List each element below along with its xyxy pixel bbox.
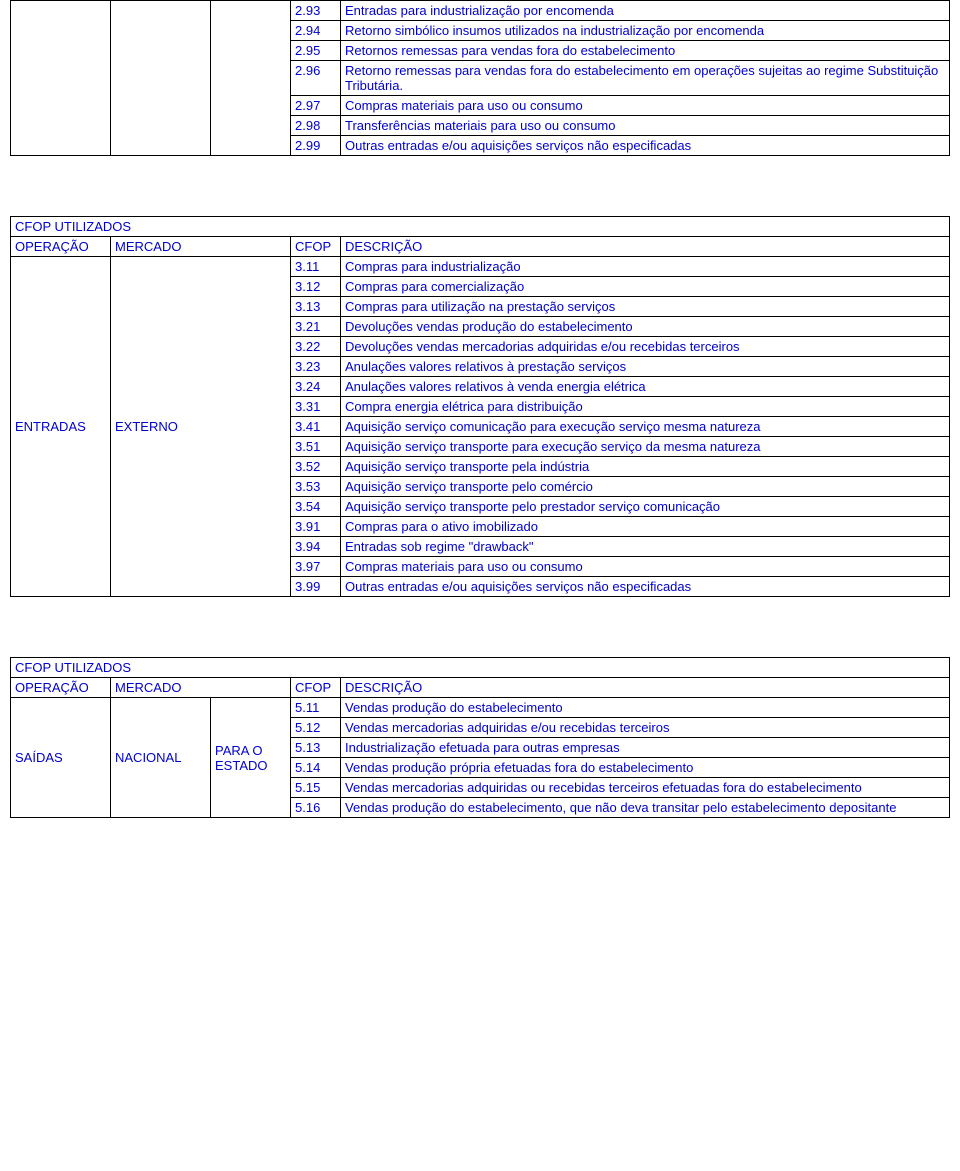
cell-desc: Aquisição serviço transporte para execuç…: [341, 437, 950, 457]
cell-mercado: NACIONAL: [111, 698, 211, 818]
cell-operacao: ENTRADAS: [11, 257, 111, 597]
cell-desc: Compras materiais para uso ou consumo: [341, 96, 950, 116]
cell-cfop: 3.13: [291, 297, 341, 317]
cell-cfop: 5.15: [291, 778, 341, 798]
cell-cfop: 5.12: [291, 718, 341, 738]
cell-cfop: 3.52: [291, 457, 341, 477]
cell-desc: Compras para utilização na prestação ser…: [341, 297, 950, 317]
cell-cfop: 5.16: [291, 798, 341, 818]
cell-cfop: 3.97: [291, 557, 341, 577]
cell-operacao: SAÍDAS: [11, 698, 111, 818]
cell-cfop: 2.93: [291, 1, 341, 21]
cell-cfop: 3.11: [291, 257, 341, 277]
header-mercado: MERCADO: [111, 678, 291, 698]
cell-desc: Outras entradas e/ou aquisições serviços…: [341, 136, 950, 156]
cell-desc: Vendas mercadorias adquiridas ou recebid…: [341, 778, 950, 798]
cell-cfop: 2.96: [291, 61, 341, 96]
header-cfop: CFOP: [291, 237, 341, 257]
cell-desc: Aquisição serviço comunicação para execu…: [341, 417, 950, 437]
cell-cfop: 2.97: [291, 96, 341, 116]
header-desc: DESCRIÇÃO: [341, 678, 950, 698]
cell-desc: Vendas mercadorias adquiridas e/ou receb…: [341, 718, 950, 738]
cell-desc: Compras para industrialização: [341, 257, 950, 277]
cell-desc: Outras entradas e/ou aquisições serviços…: [341, 577, 950, 597]
cell-desc: Anulações valores relativos à prestação …: [341, 357, 950, 377]
cell-desc: Retorno remessas para vendas fora do est…: [341, 61, 950, 96]
cfop-table-1: 2.93 Entradas para industrialização por …: [10, 0, 950, 156]
cell-desc: Retornos remessas para vendas fora do es…: [341, 41, 950, 61]
table-row: SAÍDAS NACIONAL PARA O ESTADO 5.11 Venda…: [11, 698, 950, 718]
cell-operacao: [11, 1, 111, 156]
cell-mercado: [111, 1, 211, 156]
cell-desc: Compras para o ativo imobilizado: [341, 517, 950, 537]
table-row: ENTRADAS EXTERNO 3.11 Compras para indus…: [11, 257, 950, 277]
cell-desc: Anulações valores relativos à venda ener…: [341, 377, 950, 397]
cell-cfop: 3.31: [291, 397, 341, 417]
cell-cfop: 5.13: [291, 738, 341, 758]
cell-cfop: 3.94: [291, 537, 341, 557]
cell-desc: Entradas sob regime "drawback": [341, 537, 950, 557]
cell-desc: Retorno simbólico insumos utilizados na …: [341, 21, 950, 41]
cell-cfop: 3.51: [291, 437, 341, 457]
header-desc: DESCRIÇÃO: [341, 237, 950, 257]
cell-cfop: 3.21: [291, 317, 341, 337]
cell-desc: Transferências materiais para uso ou con…: [341, 116, 950, 136]
cell-desc: Compra energia elétrica para distribuiçã…: [341, 397, 950, 417]
table-title-row: CFOP UTILIZADOS: [11, 658, 950, 678]
table-header-row: OPERAÇÃO MERCADO CFOP DESCRIÇÃO: [11, 678, 950, 698]
cell-extra: [211, 1, 291, 156]
cell-cfop: 3.53: [291, 477, 341, 497]
cell-extra: PARA O ESTADO: [211, 698, 291, 818]
cell-desc: Compras materiais para uso ou consumo: [341, 557, 950, 577]
cell-cfop: 2.95: [291, 41, 341, 61]
cell-cfop: 3.23: [291, 357, 341, 377]
table-header-row: OPERAÇÃO MERCADO CFOP DESCRIÇÃO: [11, 237, 950, 257]
cell-cfop: 2.99: [291, 136, 341, 156]
header-mercado: MERCADO: [111, 237, 291, 257]
cell-cfop: 3.24: [291, 377, 341, 397]
header-cfop: CFOP: [291, 678, 341, 698]
table-row: 2.93 Entradas para industrialização por …: [11, 1, 950, 21]
cell-desc: Devoluções vendas mercadorias adquiridas…: [341, 337, 950, 357]
cell-cfop: 3.41: [291, 417, 341, 437]
cell-cfop: 3.99: [291, 577, 341, 597]
table-title-row: CFOP UTILIZADOS: [11, 217, 950, 237]
cfop-table-2: CFOP UTILIZADOS OPERAÇÃO MERCADO CFOP DE…: [10, 216, 950, 597]
header-operacao: OPERAÇÃO: [11, 237, 111, 257]
cell-cfop: 3.12: [291, 277, 341, 297]
cell-cfop: 3.91: [291, 517, 341, 537]
cell-desc: Devoluções vendas produção do estabeleci…: [341, 317, 950, 337]
cell-cfop: 2.94: [291, 21, 341, 41]
cell-mercado: EXTERNO: [111, 257, 291, 597]
cell-cfop: 5.11: [291, 698, 341, 718]
cell-desc: Aquisição serviço transporte pelo comérc…: [341, 477, 950, 497]
header-operacao: OPERAÇÃO: [11, 678, 111, 698]
table-title: CFOP UTILIZADOS: [11, 658, 950, 678]
cell-cfop: 3.54: [291, 497, 341, 517]
cell-desc: Vendas produção própria efetuadas fora d…: [341, 758, 950, 778]
cell-cfop: 5.14: [291, 758, 341, 778]
cell-desc: Compras para comercialização: [341, 277, 950, 297]
cell-desc: Vendas produção do estabelecimento, que …: [341, 798, 950, 818]
cell-desc: Entradas para industrialização por encom…: [341, 1, 950, 21]
cell-cfop: 3.22: [291, 337, 341, 357]
cell-cfop: 2.98: [291, 116, 341, 136]
cell-desc: Vendas produção do estabelecimento: [341, 698, 950, 718]
cell-desc: Industrialização efetuada para outras em…: [341, 738, 950, 758]
cell-desc: Aquisição serviço transporte pela indúst…: [341, 457, 950, 477]
cell-desc: Aquisição serviço transporte pelo presta…: [341, 497, 950, 517]
cfop-table-3: CFOP UTILIZADOS OPERAÇÃO MERCADO CFOP DE…: [10, 657, 950, 818]
table-title: CFOP UTILIZADOS: [11, 217, 950, 237]
